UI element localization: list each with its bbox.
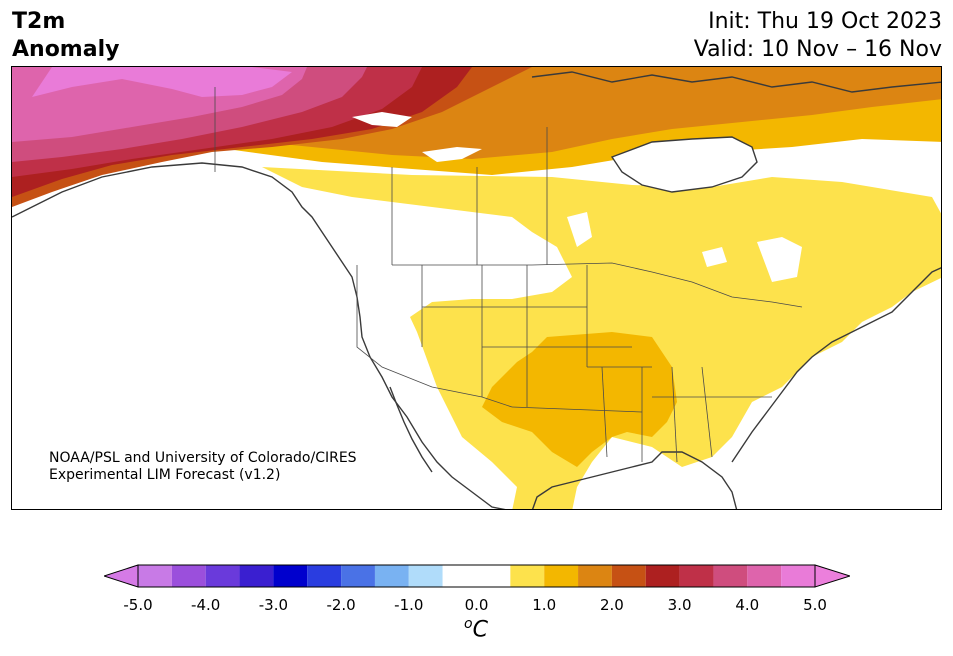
anomaly-contour-orange-central [482,332,677,467]
colorbar-bin [442,565,511,587]
credit-line-1: NOAA/PSL and University of Colorado/CIRE… [49,450,357,466]
colorbar-tick-label: 5.0 [803,596,827,614]
colorbar-bin [374,565,409,587]
anomaly-contour-magenta [32,67,292,97]
title-line-1: T2m [12,9,66,34]
colorbar-tick-label: 1.0 [532,596,557,614]
colorbar-bin [645,565,680,587]
colorbar-bin [510,565,545,587]
colorbar-tick-label: -2.0 [326,596,356,614]
colorbar-outline [137,564,816,588]
credit-text: NOAA/PSL and University of Colorado/CIRE… [49,450,357,484]
colorbar-bin [171,565,206,587]
colorbar-bin [273,565,308,587]
unit-superscript: o [464,616,473,632]
colorbar-bin [679,565,714,587]
colorbar-bin [307,565,342,587]
colorbar-bin [713,565,748,587]
forecast-dates: Init: Thu 19 Oct 2023 Valid: 10 Nov – 16… [694,8,942,64]
valid-range: Valid: 10 Nov – 16 Nov [693,37,942,62]
init-date: Init: Thu 19 Oct 2023 [708,9,942,34]
colorbar-tick-label: 2.0 [599,596,624,614]
title-line-2: Anomaly [12,37,120,62]
white-patch [352,112,412,127]
colorbar-ticks: -5.0 -4.0 -3.0 -2.0 -1.0 0.0 1.0 2.0 3.0 4.0 5.0 [0,596,953,616]
unit-letter: C [472,617,488,643]
colorbar-tick-label: -4.0 [191,596,221,614]
colorbar-under-extension [104,564,139,588]
colorbar-bin [781,565,815,587]
colorbar-bin [341,565,375,587]
map-title: T2m Anomaly [12,8,119,64]
colorbar-bin [239,565,274,587]
white-patch [702,247,727,267]
anomaly-map [11,66,942,510]
coastlines [12,71,941,509]
colorbar-bin [408,565,443,587]
white-patch [567,212,592,247]
colorbar-over-extension [814,564,850,588]
colorbar [104,564,850,588]
colorbar-tick-label: -1.0 [394,596,424,614]
colorbar-tick-label: 0.0 [464,596,489,614]
credit-line-2: Experimental LIM Forecast (v1.2) [49,467,281,483]
hudson-bay [612,137,757,192]
colorbar-tick-label: 3.0 [667,596,692,614]
colorbar-bin [747,565,782,587]
colorbar-tick-label: -3.0 [258,596,289,614]
white-patch [422,147,482,162]
colorbar-tick-label: -5.0 [123,596,153,614]
colorbar-tick-label: 4.0 [735,596,760,614]
political-borders [214,87,803,463]
white-patch [757,237,802,282]
colorbar-bin [205,565,240,587]
colorbar-bin [138,565,172,587]
colorbar-bin [544,565,579,587]
colorbar-bin [578,565,612,587]
colorbar-unit: oC [464,616,488,642]
map-canvas [12,67,941,509]
colorbar-bin [611,565,646,587]
